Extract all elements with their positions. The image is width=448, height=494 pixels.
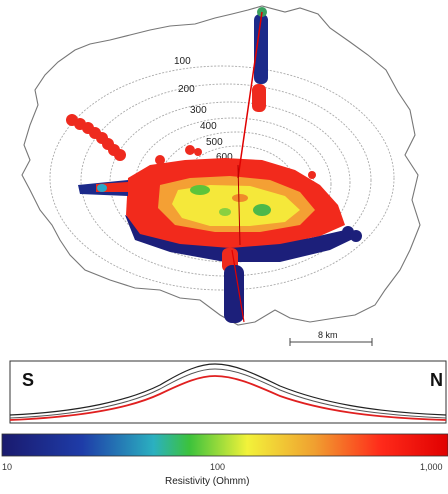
profile-label-south: S [22,370,34,390]
contour-200 [80,83,372,277]
profile-line-2 [9,368,447,419]
west-arm-cyan [97,184,107,192]
contour-label-600: 600 [216,152,233,163]
contour-label-100: 100 [174,56,191,67]
contour-label-300: 300 [190,105,207,116]
colorbar-tick-1000: 1,000 [420,462,443,472]
island-coastline [21,5,421,326]
resistivity-boundary-line [9,375,447,421]
south-profile-blue [224,265,244,323]
resistivity-data [66,7,362,323]
south-profile-line [231,249,245,323]
contour-label-500: 500 [206,137,223,148]
colorbar-tick-100: 100 [210,462,225,472]
green-patch-1 [190,185,210,195]
orange-patch-1 [232,194,248,202]
cross-section-profile [9,363,447,421]
green-patch-3 [219,208,231,216]
north-profile-line [237,11,263,179]
contour-100 [49,65,395,291]
low-resistivity-zone [125,215,355,262]
contour-label-200: 200 [178,84,195,95]
green-patch-2 [253,204,271,216]
contour-label-400: 400 [200,121,217,132]
scattered-points [155,145,316,179]
east-edge-points [342,226,362,242]
scale-bar-label: 8 km [318,330,338,340]
center-profile-line [237,164,241,246]
colorbar-title: Resistivity (Ohmm) [165,476,249,487]
north-profile-red [252,84,266,112]
northwest-profile-points [66,114,126,161]
colorbar-tick-10: 10 [2,462,12,472]
topography-line [9,363,447,416]
north-profile-blue [254,14,268,84]
colorbar [1,433,448,457]
scale-bar [289,338,373,346]
yellow-zone [172,185,300,226]
profile-label-north: N [430,370,443,390]
